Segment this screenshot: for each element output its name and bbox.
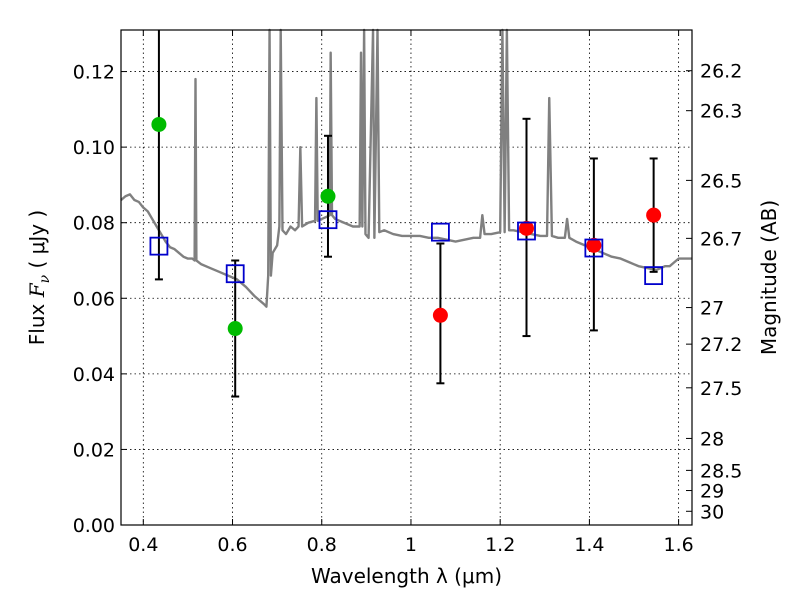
- grid: [121, 30, 692, 526]
- y-axis-label-left: Flux Fν ( μJy ): [25, 210, 53, 345]
- right-tick-label: 30: [700, 501, 724, 523]
- right-tick-label: 27: [700, 298, 724, 320]
- x-tick-label: 0.6: [217, 534, 247, 556]
- y-tick-label: 0.00: [73, 515, 115, 537]
- data-point-red: [518, 220, 534, 236]
- y-tick-label: 0.02: [73, 439, 115, 461]
- model-photometry: [149, 210, 664, 286]
- y-axis-label-subscript: ν: [37, 274, 53, 283]
- y-axis-label-symbol: F: [25, 282, 49, 298]
- x-tick-label: 1: [405, 534, 417, 556]
- model-box: [644, 266, 664, 286]
- y-tick-label: 0.10: [73, 137, 115, 159]
- data-point-red: [432, 307, 448, 323]
- x-axis-label: Wavelength λ (μm): [311, 564, 502, 588]
- model-spectrum: [120, 28, 692, 308]
- data-point-red: [646, 207, 662, 223]
- right-tick-label: 26.5: [700, 170, 742, 192]
- error-bars: [154, 30, 658, 398]
- right-tick-label: 26.7: [700, 228, 742, 250]
- data-point-green: [151, 116, 167, 132]
- x-tick-label: 0.8: [307, 534, 337, 556]
- model-box: [318, 210, 338, 230]
- ticks: 0.4 0.6 0.8 1 1.2 1.4 1.6 0.00 0.02 0.04 0.06 0.08 0…: [73, 30, 742, 556]
- right-tick-label: 27.2: [700, 334, 742, 356]
- right-tick-label: 27.5: [700, 378, 742, 400]
- y-axis-label-post: ( μJy ): [25, 210, 49, 275]
- right-tick-label: 28: [700, 428, 724, 450]
- y-axis-label-pre: Flux: [25, 297, 49, 345]
- right-tick-label: 26.2: [700, 61, 742, 83]
- x-tick-label: 1.4: [574, 534, 604, 556]
- model-box: [584, 238, 604, 258]
- model-box: [225, 264, 245, 284]
- x-tick-label: 0.4: [128, 534, 158, 556]
- plot-frame: [120, 29, 693, 526]
- model-box: [431, 222, 450, 242]
- model-box: [517, 221, 536, 241]
- data-point-red: [586, 237, 602, 253]
- y-tick-label: 0.08: [73, 213, 115, 235]
- right-tick-label: 29: [700, 481, 724, 503]
- spectrum-line: [120, 28, 692, 308]
- model-box: [149, 236, 169, 256]
- right-tick-label: 28.5: [700, 460, 742, 482]
- x-tick-label: 1.2: [485, 534, 515, 556]
- data-point-green: [320, 188, 336, 204]
- right-tick-label: 26.3: [700, 101, 742, 123]
- y-tick-label: 0.06: [73, 288, 115, 310]
- y-axis-label-right: Magnitude (AB): [757, 200, 781, 355]
- y-tick-label: 0.12: [73, 62, 115, 84]
- y-tick-label: 0.04: [73, 364, 115, 386]
- observed-points: [151, 116, 662, 337]
- x-tick-label: 1.6: [664, 534, 694, 556]
- data-point-green: [227, 321, 243, 337]
